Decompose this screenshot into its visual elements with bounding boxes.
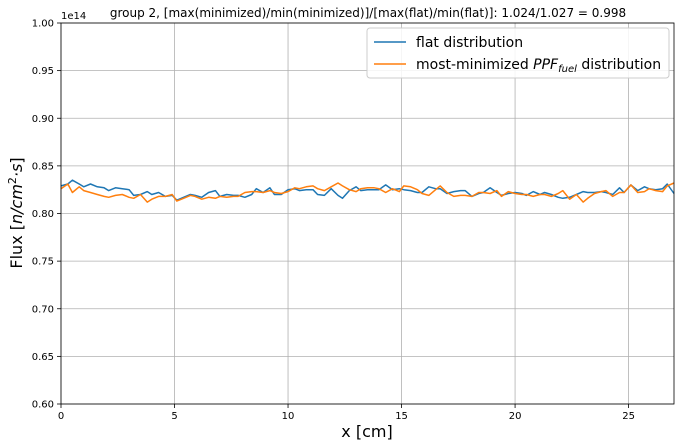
- x-tick-label: 25: [622, 411, 635, 422]
- y-axis-label-suffix: ]: [7, 157, 26, 163]
- x-tick-label: 15: [395, 411, 408, 422]
- legend-box: [366, 27, 670, 79]
- x-tick-label: 10: [282, 411, 295, 422]
- x-tick-label: 5: [171, 411, 177, 422]
- x-axis-label: x [cm]: [341, 422, 392, 441]
- series-lines: [60, 179, 675, 203]
- legend-label-minimized: most-minimized PPFfuel distribution: [416, 57, 661, 75]
- y-axis-label-prefix: Flux [: [7, 224, 26, 269]
- y-tick-label: 0.85: [32, 161, 54, 172]
- legend: flat distribution most-minimized PPFfuel…: [366, 27, 670, 79]
- y-axis-label: Flux [n/cm2·s]: [6, 157, 26, 268]
- y-tick-label: 0.65: [32, 352, 54, 363]
- y-tick-label: 1.00: [32, 19, 54, 30]
- x-tick-label: 0: [58, 411, 64, 422]
- axis-ticks: 0 5 10 15 20 25 0.60 0.65 0.70 0.75 0.80 0.85 0.90 0.…: [32, 19, 635, 423]
- y-tick-label: 0.80: [32, 209, 54, 220]
- series-line-minimized: [60, 182, 675, 203]
- legend-label-flat: flat distribution: [416, 35, 523, 51]
- y-tick-label: 0.95: [32, 66, 54, 77]
- y-axis-label-unit: n/cm: [7, 184, 26, 224]
- y-axis-label-unit2: ·s: [7, 164, 26, 177]
- series-line-flat: [60, 179, 675, 201]
- x-tick-label: 20: [509, 411, 522, 422]
- y-tick-label: 0.90: [32, 114, 54, 125]
- y-tick-label: 0.70: [32, 304, 54, 315]
- chart-title: group 2, [max(minimized)/min(minimized)]…: [110, 6, 626, 20]
- y-tick-label: 0.75: [32, 257, 54, 268]
- y-offset-label: 1e14: [61, 11, 86, 22]
- y-tick-label: 0.60: [32, 400, 54, 411]
- y-axis-label-exponent: 2: [6, 177, 19, 184]
